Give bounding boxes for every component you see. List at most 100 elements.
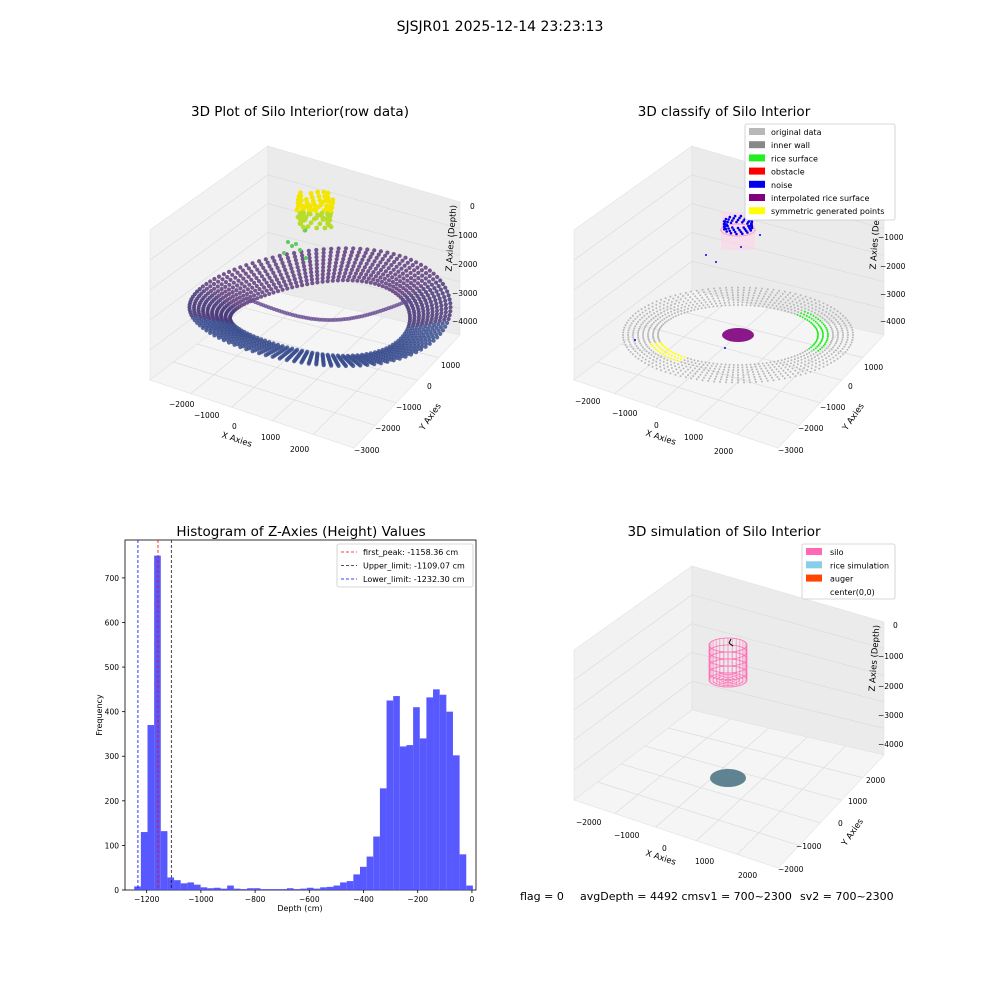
histogram-bar — [379, 788, 387, 890]
classified-point — [645, 343, 648, 346]
classified-point — [704, 301, 707, 304]
classified-point — [771, 376, 773, 379]
raw-point — [431, 294, 437, 299]
classified-point — [643, 328, 646, 331]
interpolated-surface — [722, 328, 754, 342]
raw-point — [348, 271, 353, 276]
classified-point — [764, 375, 767, 378]
raw-point — [255, 267, 260, 272]
raw-point — [405, 299, 410, 303]
classified-point — [839, 312, 842, 315]
classified-point — [822, 323, 825, 326]
raw-point — [256, 291, 261, 296]
raw-point — [256, 279, 262, 284]
raw-point — [208, 284, 213, 289]
raw-point — [394, 256, 399, 261]
classified-point — [812, 314, 815, 317]
classified-point — [669, 350, 672, 353]
classified-point — [803, 363, 806, 366]
raw-point — [385, 250, 390, 255]
classified-point — [731, 373, 734, 376]
classified-point — [628, 327, 631, 329]
raw-point — [373, 274, 378, 279]
raw-point — [376, 282, 381, 287]
classified-point — [793, 355, 796, 358]
classified-point — [818, 364, 821, 367]
grid-line — [573, 623, 693, 711]
classified-point — [742, 371, 744, 374]
classified-point — [660, 298, 662, 301]
raw-point — [321, 261, 326, 266]
raw-point — [396, 269, 401, 274]
classified-point — [836, 357, 839, 360]
classified-point — [813, 324, 816, 327]
silo-base-ring — [720, 677, 736, 683]
raw-point — [400, 271, 405, 276]
classified-point — [821, 330, 824, 333]
raw-point — [345, 264, 350, 269]
raw-point — [351, 363, 356, 368]
classified-point — [648, 320, 651, 323]
classified-point — [642, 337, 645, 340]
classified-point — [642, 336, 645, 338]
classified-point — [659, 326, 662, 329]
raw-point — [414, 286, 419, 291]
classified-point — [726, 373, 729, 376]
classified-point — [835, 318, 837, 321]
classified-point — [679, 375, 682, 378]
classified-point — [767, 296, 770, 298]
noise-point — [739, 214, 743, 218]
classified-point — [662, 307, 665, 310]
classified-point — [666, 302, 669, 305]
raw-point — [237, 295, 242, 300]
classified-point — [725, 286, 727, 289]
classified-point — [649, 341, 651, 344]
raw-point — [235, 283, 240, 288]
classified-point — [769, 366, 772, 369]
classified-point — [647, 315, 650, 318]
raw-point — [230, 272, 235, 277]
classified-point — [700, 307, 703, 310]
raw-point — [226, 340, 232, 345]
raw-point — [283, 283, 288, 288]
raw-point — [314, 258, 319, 263]
raw-point — [277, 356, 282, 361]
raw-point — [429, 282, 434, 287]
raw-point — [259, 282, 264, 287]
classified-point — [690, 306, 693, 309]
classified-point — [807, 308, 810, 311]
raw-point — [260, 290, 265, 295]
classified-point — [665, 316, 668, 319]
classified-point — [673, 312, 676, 315]
classified-point — [698, 363, 701, 365]
classified-point — [737, 301, 739, 304]
classified-point — [748, 289, 751, 292]
classified-point — [801, 297, 804, 300]
classified-point — [683, 359, 686, 362]
classified-point — [647, 337, 650, 340]
y-tick-label: 400 — [105, 708, 120, 717]
classified-point — [790, 359, 793, 362]
classified-point — [716, 373, 719, 376]
raw-point — [254, 283, 259, 289]
classified-point — [651, 365, 654, 368]
classified-point — [757, 305, 760, 307]
raw-point — [304, 256, 308, 260]
classified-point — [788, 365, 791, 368]
classified-point — [714, 290, 717, 292]
classified-point — [694, 305, 697, 308]
raw-point — [336, 363, 341, 368]
raw-point — [318, 202, 324, 208]
noise-point — [738, 228, 741, 232]
classified-point — [814, 326, 817, 329]
classified-point — [779, 362, 782, 365]
classified-point — [804, 372, 807, 375]
classified-point — [846, 348, 849, 351]
noise-point — [724, 217, 728, 221]
classified-point — [792, 364, 795, 367]
classified-point — [795, 366, 798, 369]
classified-point — [653, 340, 656, 343]
classified-point — [669, 360, 672, 363]
noise-point — [740, 246, 742, 248]
panel4-y-tick-labels: 2000 1000 0 −1000 −2000 — [778, 776, 885, 874]
